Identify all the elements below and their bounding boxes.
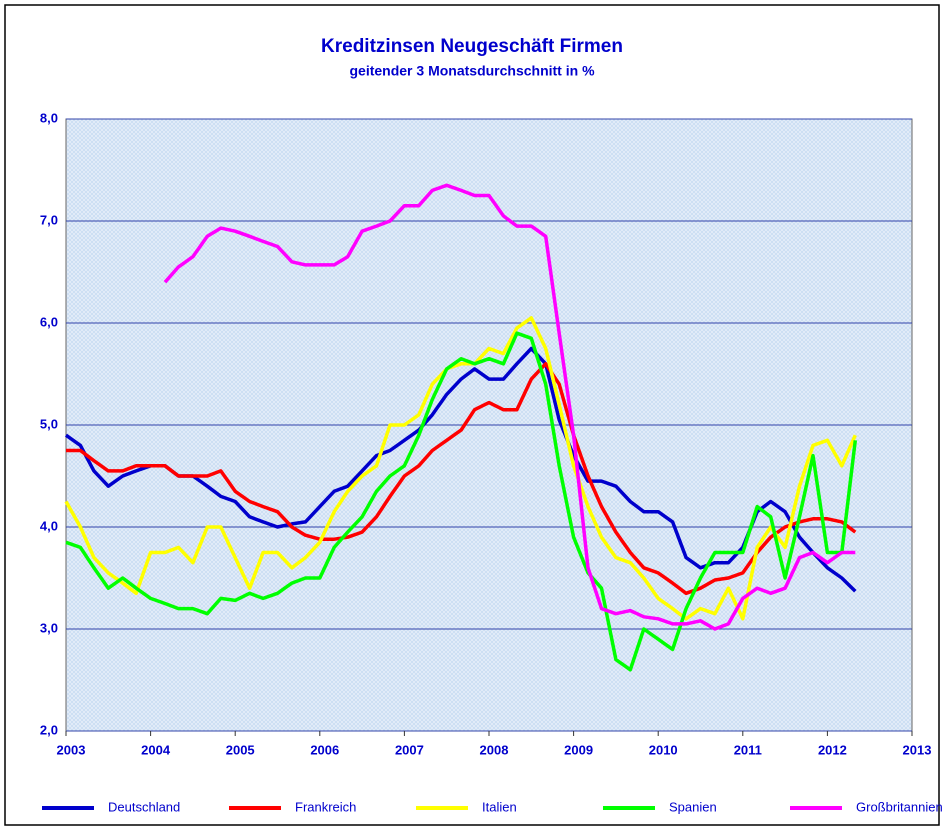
legend-label: Italien [482, 799, 517, 814]
series-line [64, 316, 857, 621]
series-line [64, 346, 857, 593]
y-tick-label: 3,0 [40, 620, 58, 635]
y-tick-label: 4,0 [40, 518, 58, 533]
y-tick-label: 2,0 [40, 722, 58, 737]
x-tick-label: 2005 [226, 742, 255, 757]
x-tick-label: 2008 [480, 742, 509, 757]
x-tick-label: 2003 [57, 742, 86, 757]
y-tick-label: 6,0 [40, 314, 58, 329]
chart-subtitle: geitender 3 Monatsdurchschnitt in % [349, 63, 595, 79]
x-tick-label: 2004 [141, 742, 171, 757]
legend-label: Großbritannien [856, 799, 943, 814]
series-line [66, 362, 857, 596]
x-tick-label: 2007 [395, 742, 424, 757]
x-tick-label: 2006 [310, 742, 339, 757]
chart-title: Kreditzinsen Neugeschäft Firmen [321, 36, 623, 57]
x-tick-label: 2013 [903, 742, 932, 757]
legend-label: Spanien [669, 799, 717, 814]
y-tick-label: 7,0 [40, 212, 58, 227]
y-tick-label: 8,0 [40, 110, 58, 125]
x-tick-label: 2009 [564, 742, 593, 757]
series-line [163, 183, 856, 631]
x-tick-label: 2012 [818, 742, 847, 757]
x-tick-label: 2010 [649, 742, 678, 757]
legend-label: Deutschland [108, 799, 180, 814]
x-tick-label: 2011 [734, 742, 762, 757]
y-tick-label: 5,0 [40, 416, 58, 431]
legend-label: Frankreich [295, 799, 356, 814]
series-line [65, 331, 858, 672]
